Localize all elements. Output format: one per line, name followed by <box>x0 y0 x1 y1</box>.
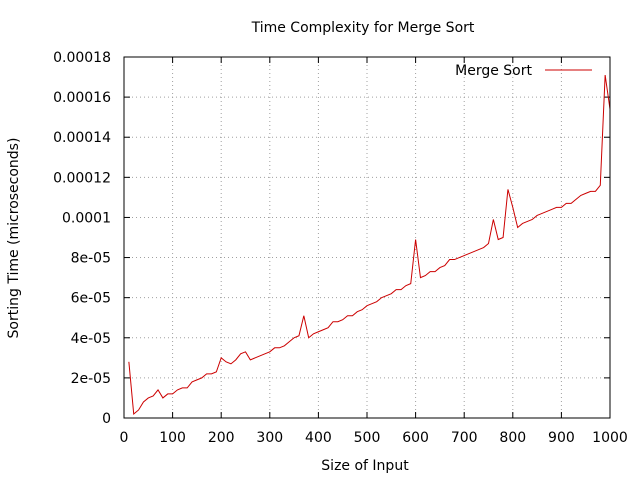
legend-label-merge-sort: Merge Sort <box>455 63 532 79</box>
y-tick-label: 6e-05 <box>71 291 111 307</box>
y-axis-tick-labels: 0 2e-05 4e-05 6e-05 8e-05 0.0001 0.00012 0.0001… <box>53 50 111 427</box>
y-tick-label: 0.0001 <box>62 210 111 226</box>
x-tick-label: 200 <box>208 430 235 446</box>
plot-area-border <box>123 56 611 419</box>
y-tick-label: 2e-05 <box>71 371 111 387</box>
x-tick-label: 600 <box>402 430 429 446</box>
y-tick-label: 8e-05 <box>71 251 111 267</box>
y-tick-label: 0 <box>102 411 111 427</box>
y-tick-label: 0.00018 <box>53 50 111 66</box>
series-layer <box>128 74 611 415</box>
y-axis-title: Sorting Time (microseconds) <box>6 138 22 339</box>
legend: Merge Sort <box>455 63 592 79</box>
x-tick-label: 700 <box>451 430 478 446</box>
y-tick-label: 0.00016 <box>53 90 111 106</box>
x-tick-label: 300 <box>256 430 283 446</box>
y-tick-label: 0.00014 <box>53 130 111 146</box>
x-tick-label: 400 <box>305 430 332 446</box>
x-axis-title: Size of Input <box>321 458 409 474</box>
y-tick-label: 0.00012 <box>53 170 111 186</box>
x-tick-label: 100 <box>159 430 186 446</box>
x-tick-label: 800 <box>499 430 526 446</box>
x-tick-label: 0 <box>120 430 129 446</box>
y-tick-label: 4e-05 <box>71 331 111 347</box>
chart-title: Time Complexity for Merge Sort <box>251 20 475 36</box>
series-line-merge-sort <box>128 74 611 415</box>
x-tick-label: 500 <box>354 430 381 446</box>
x-tick-label: 900 <box>548 430 575 446</box>
grid <box>124 57 610 418</box>
x-axis-tick-labels: 0 100 200 300 400 500 600 700 800 900 1000 <box>120 430 628 446</box>
x-tick-label: 1000 <box>592 430 628 446</box>
